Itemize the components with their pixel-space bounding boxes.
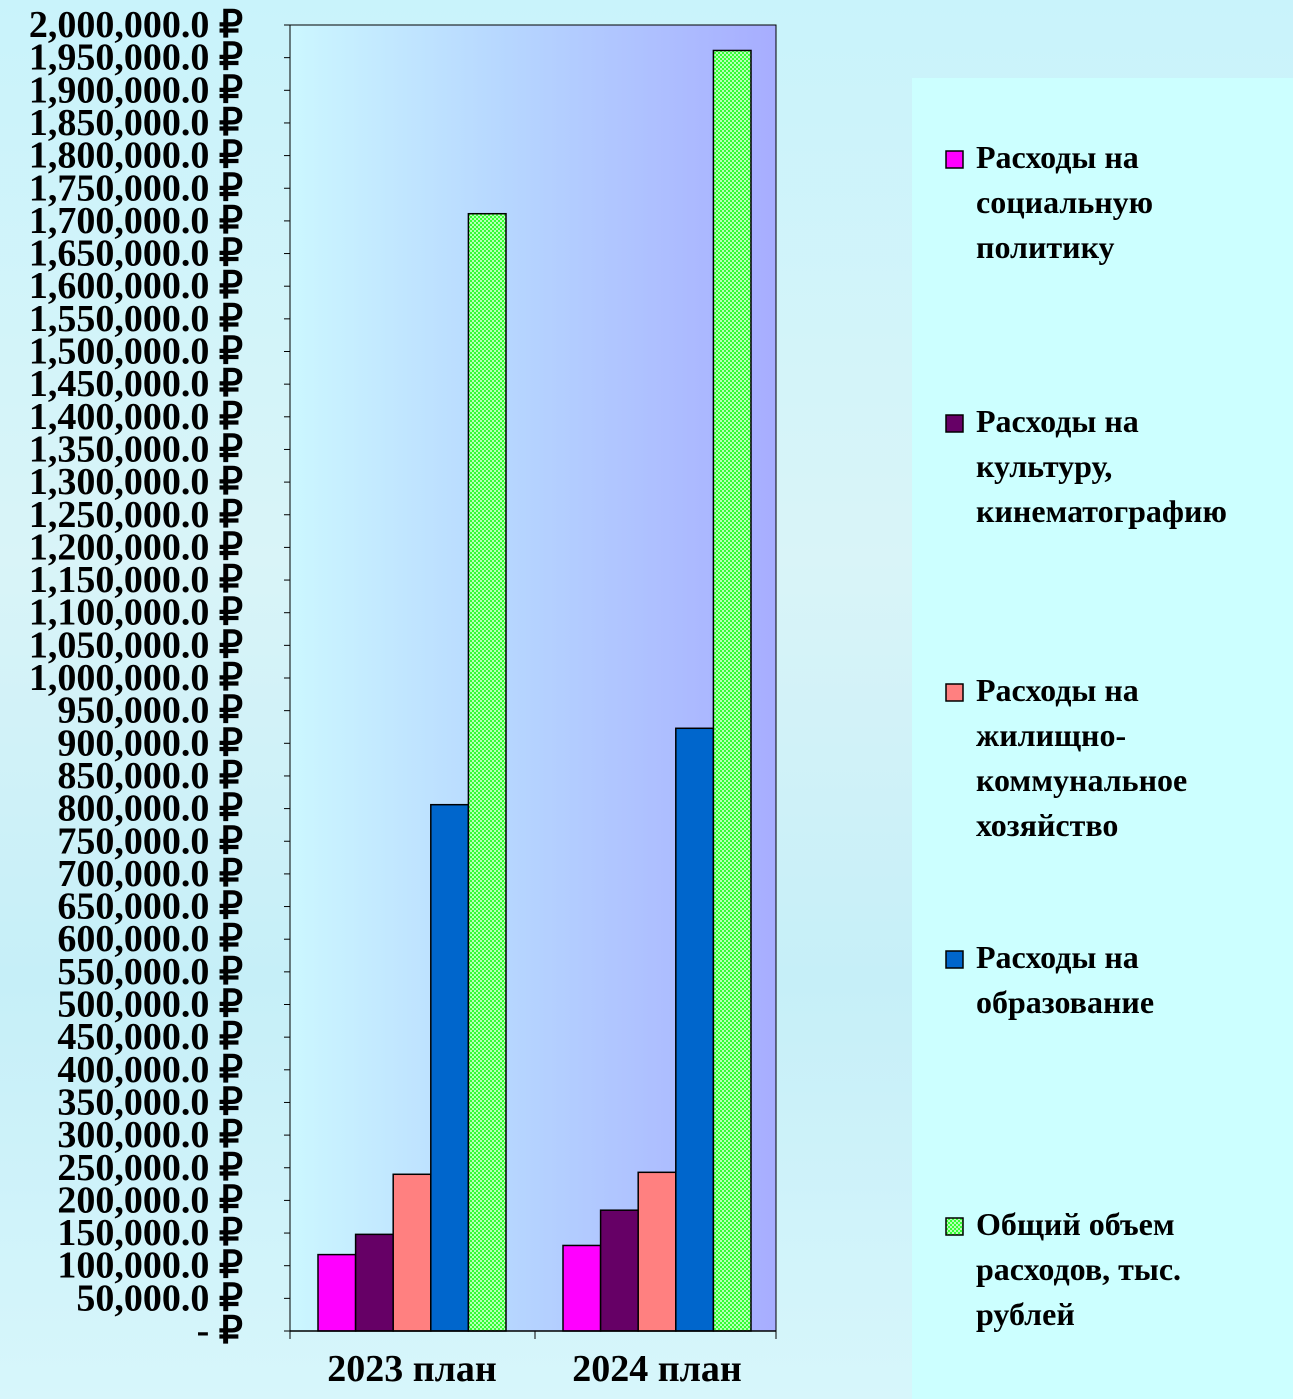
legend-label: коммунальное bbox=[976, 762, 1187, 798]
y-tick-label: 1,150,000.0 ₽ bbox=[29, 559, 243, 601]
y-tick-label: 950,000.0 ₽ bbox=[57, 690, 243, 732]
legend-swatch bbox=[945, 414, 964, 433]
y-tick-label: 600,000.0 ₽ bbox=[57, 918, 243, 960]
legend-label: расходов, тыс. bbox=[976, 1251, 1181, 1287]
y-tick-label: 1,900,000.0 ₽ bbox=[29, 69, 243, 111]
legend-swatch bbox=[945, 150, 964, 169]
y-tick-label: 1,100,000.0 ₽ bbox=[29, 592, 243, 634]
legend-swatch bbox=[945, 950, 964, 969]
y-tick-label: 2,000,000.0 ₽ bbox=[29, 4, 243, 46]
legend-label: социальную bbox=[976, 184, 1153, 220]
y-tick-label: 1,200,000.0 ₽ bbox=[29, 526, 243, 568]
legend-label: Общий объем bbox=[976, 1206, 1175, 1242]
y-tick-label: 50,000.0 ₽ bbox=[76, 1277, 243, 1319]
y-tick-label: 150,000.0 ₽ bbox=[57, 1212, 243, 1254]
y-tick-label: - ₽ bbox=[197, 1310, 243, 1352]
y-tick-label: 800,000.0 ₽ bbox=[57, 788, 243, 830]
legend-label: Расходы на bbox=[976, 139, 1139, 175]
y-tick-label: 450,000.0 ₽ bbox=[57, 1016, 243, 1058]
y-tick-label: 250,000.0 ₽ bbox=[57, 1147, 243, 1189]
legend-swatch bbox=[945, 683, 964, 702]
legend-label: рублей bbox=[976, 1296, 1075, 1332]
y-tick-label: 1,000,000.0 ₽ bbox=[29, 657, 243, 699]
y-tick-label: 1,700,000.0 ₽ bbox=[29, 200, 243, 242]
y-tick-label: 1,800,000.0 ₽ bbox=[29, 135, 243, 177]
y-tick-label: 550,000.0 ₽ bbox=[57, 951, 243, 993]
y-tick-label: 1,250,000.0 ₽ bbox=[29, 494, 243, 536]
legend-label: культуру, bbox=[976, 448, 1112, 484]
y-tick-label: 1,750,000.0 ₽ bbox=[29, 167, 243, 209]
y-tick-label: 1,050,000.0 ₽ bbox=[29, 624, 243, 666]
y-tick-label: 1,850,000.0 ₽ bbox=[29, 102, 243, 144]
bar-2-5 bbox=[712, 49, 752, 1332]
y-tick-label: 1,950,000.0 ₽ bbox=[29, 37, 243, 79]
legend-label: Расходы на bbox=[976, 672, 1139, 708]
y-tick-label: 900,000.0 ₽ bbox=[57, 722, 243, 764]
y-tick-label: 1,350,000.0 ₽ bbox=[29, 428, 243, 470]
bar-2-3 bbox=[637, 1171, 677, 1332]
y-tick-label: 850,000.0 ₽ bbox=[57, 755, 243, 797]
y-tick-label: 350,000.0 ₽ bbox=[57, 1081, 243, 1123]
y-tick-label: 700,000.0 ₽ bbox=[57, 853, 243, 895]
legend-label: политику bbox=[976, 229, 1115, 265]
y-tick-label: 400,000.0 ₽ bbox=[57, 1049, 243, 1091]
bar-2-2 bbox=[599, 1209, 639, 1332]
bar-2-4 bbox=[675, 727, 715, 1332]
x-tick-label: 2023 план bbox=[327, 1348, 497, 1390]
y-tick-label: 500,000.0 ₽ bbox=[57, 984, 243, 1026]
legend-box bbox=[912, 78, 1293, 1399]
legend-label: хозяйство bbox=[976, 807, 1118, 843]
bar-1-2 bbox=[354, 1233, 394, 1332]
y-tick-label: 750,000.0 ₽ bbox=[57, 820, 243, 862]
y-tick-label: 1,600,000.0 ₽ bbox=[29, 265, 243, 307]
legend-swatch bbox=[945, 1217, 964, 1236]
legend-label: Расходы на bbox=[976, 939, 1139, 975]
y-tick-label: 1,300,000.0 ₽ bbox=[29, 461, 243, 503]
bar-1-4 bbox=[430, 803, 470, 1332]
y-tick-label: 300,000.0 ₽ bbox=[57, 1114, 243, 1156]
bar-2-1 bbox=[562, 1244, 602, 1332]
x-tick-label: 2024 план bbox=[572, 1348, 742, 1390]
y-tick-label: 1,450,000.0 ₽ bbox=[29, 363, 243, 405]
legend-label: Расходы на bbox=[976, 403, 1139, 439]
legend-label: кинематографию bbox=[976, 493, 1227, 529]
bar-1-1 bbox=[317, 1253, 357, 1332]
y-tick-label: 200,000.0 ₽ bbox=[57, 1179, 243, 1221]
legend-label: жилищно- bbox=[976, 717, 1126, 753]
y-tick-label: 1,500,000.0 ₽ bbox=[29, 331, 243, 373]
y-tick-label: 1,550,000.0 ₽ bbox=[29, 298, 243, 340]
legend-label: образование bbox=[976, 984, 1154, 1020]
y-tick-label: 1,400,000.0 ₽ bbox=[29, 396, 243, 438]
bar-1-5 bbox=[467, 212, 507, 1332]
y-tick-label: 1,650,000.0 ₽ bbox=[29, 233, 243, 275]
bar-1-3 bbox=[392, 1173, 432, 1332]
y-tick-label: 650,000.0 ₽ bbox=[57, 886, 243, 928]
y-tick-label: 100,000.0 ₽ bbox=[57, 1245, 243, 1287]
